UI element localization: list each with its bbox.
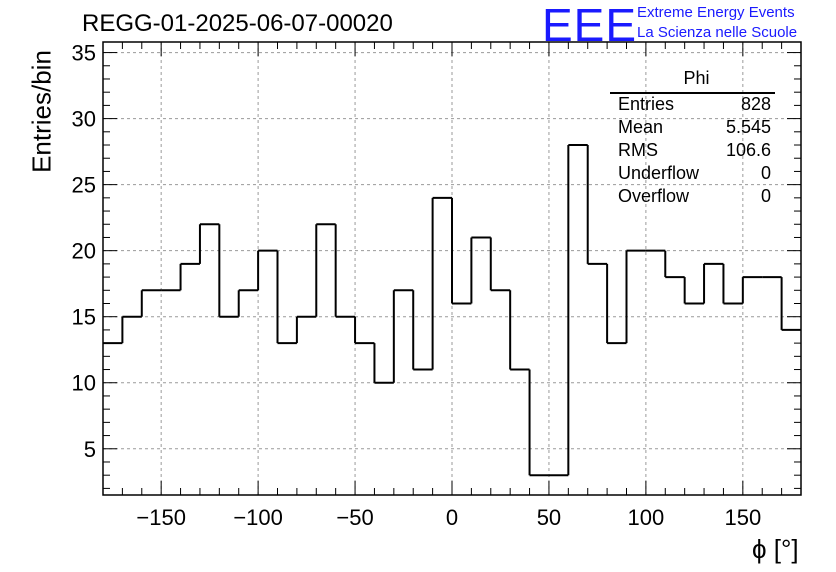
x-tick-label: 0: [446, 505, 458, 530]
y-tick-label: 35: [72, 41, 96, 66]
eee-logo: EEE: [542, 0, 638, 51]
x-tick-label: 150: [724, 505, 761, 530]
stats-value: 5.545: [725, 117, 771, 137]
x-tick-label: 100: [628, 505, 665, 530]
stats-label: RMS: [618, 140, 658, 160]
stats-value: 0: [760, 186, 771, 206]
stats-row: Overflow 0: [610, 186, 775, 209]
y-tick-label: 20: [72, 239, 96, 264]
stats-row: Underflow 0: [610, 163, 775, 186]
stats-row: Entries 828: [610, 94, 775, 117]
y-tick-label: 5: [84, 437, 96, 462]
stats-value: 106.6: [725, 140, 771, 160]
x-axis-label: ϕ [°]: [752, 534, 799, 564]
stats-value: 828: [740, 94, 771, 114]
x-tick-label: −150: [136, 505, 186, 530]
stats-row: Mean 5.545: [610, 117, 775, 140]
y-axis-label: Entries/bin: [26, 50, 57, 173]
stats-row: RMS 106.6: [610, 140, 775, 163]
y-tick-label: 10: [72, 371, 96, 396]
stats-title: Phi: [610, 68, 775, 94]
stats-label: Entries: [618, 94, 675, 114]
y-tick-label: 25: [72, 173, 96, 198]
stats-label: Overflow: [618, 186, 690, 206]
chart-title: REGG-01-2025-06-07-00020: [82, 10, 393, 37]
x-tick-label: −100: [233, 505, 283, 530]
x-tick-label: −50: [336, 505, 373, 530]
stats-value: 0: [760, 163, 771, 183]
logo-line-1: Extreme Energy Events: [637, 4, 795, 21]
x-tick-label: 50: [537, 505, 561, 530]
stats-label: Underflow: [618, 163, 700, 183]
logo-line-2: La Scienza nelle Scuole: [637, 24, 798, 41]
y-tick-label: 15: [72, 305, 96, 330]
stats-box: Phi Entries 828 Mean 5.545 RMS 106.6 Und…: [610, 68, 775, 209]
stats-label: Mean: [618, 117, 664, 137]
y-tick-label: 30: [72, 107, 96, 132]
